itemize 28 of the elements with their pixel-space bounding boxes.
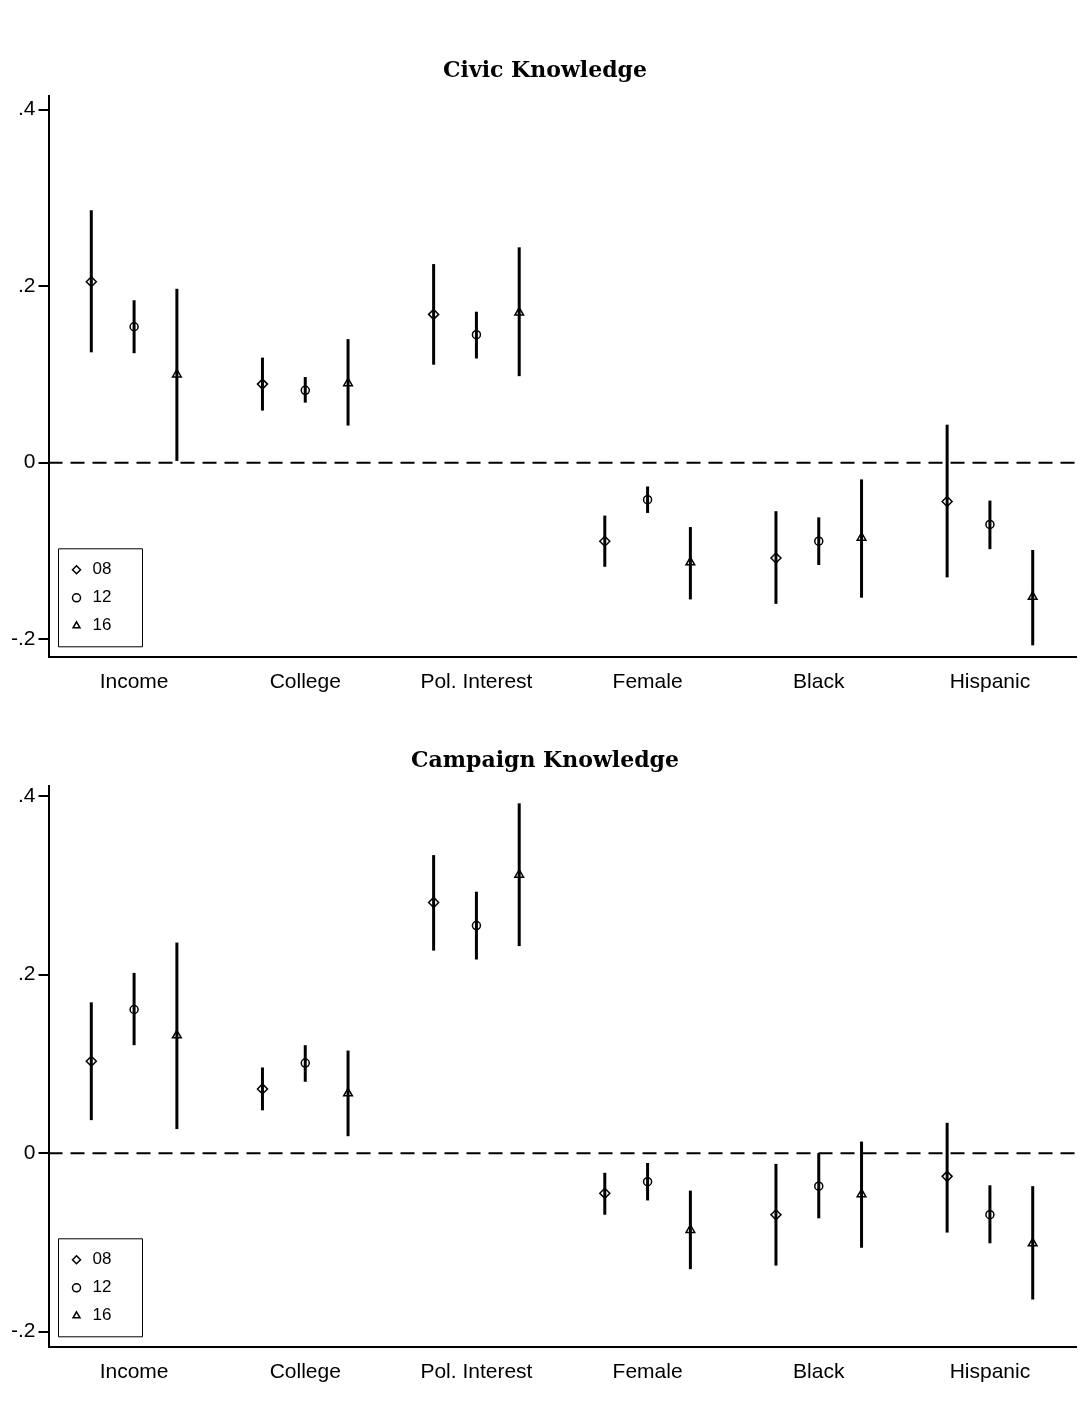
x-tick-label: Female bbox=[612, 669, 683, 693]
y-tick-label: -.2 bbox=[10, 625, 36, 649]
x-tick-label: Hispanic bbox=[949, 1359, 1031, 1383]
y-tick-label: -.2 bbox=[10, 1318, 36, 1342]
legend-label: 12 bbox=[92, 1277, 112, 1297]
x-tick-label: Hispanic bbox=[949, 669, 1031, 693]
x-tick-label: College bbox=[269, 1359, 341, 1383]
y-tick-label: .2 bbox=[17, 272, 36, 296]
chart-title: Civic Knowledge bbox=[443, 55, 647, 82]
legend-label: 08 bbox=[92, 559, 112, 579]
x-tick-label: Black bbox=[793, 1359, 845, 1383]
x-tick-label: Pol. Interest bbox=[420, 1359, 533, 1383]
legend-label: 16 bbox=[92, 1305, 112, 1325]
y-tick-label: .2 bbox=[17, 961, 36, 985]
y-tick-label: 0 bbox=[23, 1139, 36, 1163]
x-tick-label: Income bbox=[99, 669, 169, 693]
legend-label: 16 bbox=[92, 615, 112, 635]
y-tick-label: .4 bbox=[17, 783, 36, 807]
x-tick-label: Income bbox=[99, 1359, 169, 1383]
legend-label: 08 bbox=[92, 1249, 112, 1269]
x-tick-label: College bbox=[269, 669, 341, 693]
x-tick-label: Pol. Interest bbox=[420, 669, 533, 693]
x-tick-label: Female bbox=[612, 1359, 683, 1383]
x-tick-label: Black bbox=[793, 669, 845, 693]
y-tick-label: .4 bbox=[17, 96, 36, 120]
chart-title: Campaign Knowledge bbox=[411, 745, 679, 772]
legend-label: 12 bbox=[92, 587, 112, 607]
y-tick-label: 0 bbox=[23, 449, 36, 473]
